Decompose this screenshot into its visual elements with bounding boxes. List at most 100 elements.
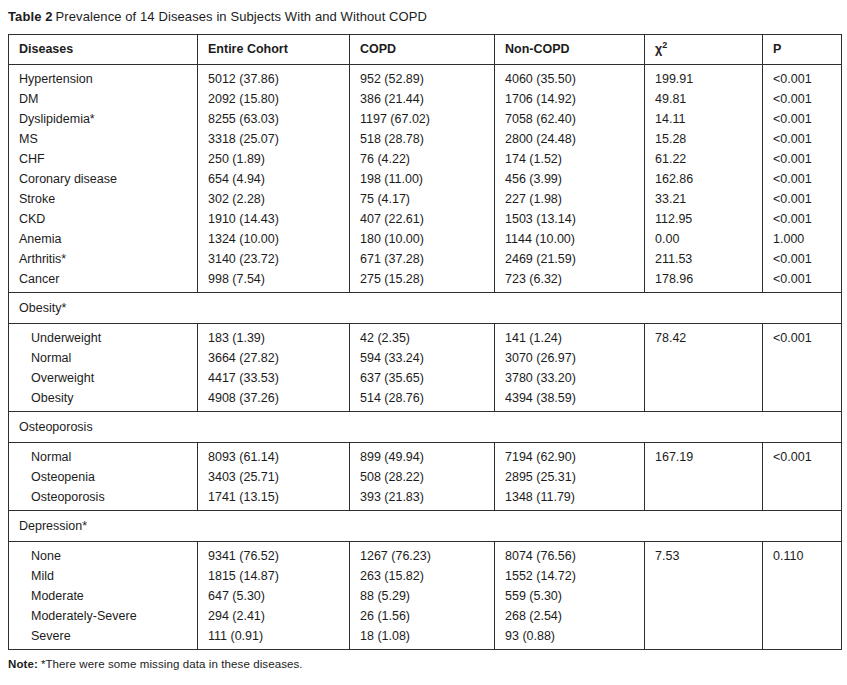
column-header-p: P	[763, 35, 841, 64]
table-cell: 1706 (14.92)	[495, 89, 644, 109]
table-cell: 14.11	[645, 109, 762, 129]
table-cell: 2469 (21.59)	[495, 249, 644, 269]
column-non-copd: 4060 (35.50)1706 (14.92)7058 (62.40)2800…	[495, 65, 645, 292]
table-cell: 112.95	[645, 209, 762, 229]
table-cell	[763, 626, 841, 646]
table-cell: 0.00	[645, 229, 762, 249]
table-cell: 3318 (25.07)	[198, 129, 349, 149]
table-note-label: Note:	[8, 658, 38, 670]
table-cell: 78.42	[645, 328, 762, 348]
table-cell: 42 (2.35)	[350, 328, 494, 348]
table-cell: 1552 (14.72)	[495, 566, 644, 586]
table-cell: 647 (5.30)	[198, 586, 349, 606]
table-cell: 76 (4.22)	[350, 149, 494, 169]
table-cell: 0.110	[763, 546, 841, 566]
column-non-copd: 141 (1.24)3070 (26.97)3780 (33.20)4394 (…	[495, 324, 645, 411]
table-cell: 559 (5.30)	[495, 586, 644, 606]
column-copd: 42 (2.35)594 (33.24)637 (35.65)514 (28.7…	[350, 324, 495, 411]
column-p: 0.110	[763, 542, 841, 649]
column-diseases: UnderweightNormalOverweightObesity	[9, 324, 198, 411]
column-header-superscript-chi-square: 2	[662, 40, 667, 50]
header-column-entire-cohort: Entire Cohort	[198, 35, 350, 64]
table-cell: 302 (2.28)	[198, 189, 349, 209]
column-copd: 1267 (76.23)263 (15.82)88 (5.29)26 (1.56…	[350, 542, 495, 649]
table-section-block: UnderweightNormalOverweightObesity183 (1…	[9, 324, 841, 412]
table-cell: 7058 (62.40)	[495, 109, 644, 129]
column-non-copd: 8074 (76.56)1552 (14.72)559 (5.30)268 (2…	[495, 542, 645, 649]
table-cell: 180 (10.00)	[350, 229, 494, 249]
header-column-copd: COPD	[350, 35, 495, 64]
column-header-label-p: P	[773, 42, 781, 56]
table-cell: 899 (49.94)	[350, 447, 494, 467]
column-diseases: NormalOsteopeniaOsteoporosis	[9, 443, 198, 510]
table-cell: Cancer	[9, 269, 197, 289]
table-cell: 671 (37.28)	[350, 249, 494, 269]
table-cell	[763, 348, 841, 368]
table-cell: 1144 (10.00)	[495, 229, 644, 249]
table-cell: 1267 (76.23)	[350, 546, 494, 566]
table-cell: MS	[9, 129, 197, 149]
table-cell: Hypertension	[9, 69, 197, 89]
table-cell: 514 (28.76)	[350, 388, 494, 408]
table-cell: 8093 (61.14)	[198, 447, 349, 467]
table-note-text: *There were some missing data in these d…	[41, 658, 303, 670]
column-diseases: NoneMildModerateModerately-SevereSevere	[9, 542, 198, 649]
table-cell: 263 (15.82)	[350, 566, 494, 586]
table-cell	[763, 487, 841, 507]
table-cell: 998 (7.54)	[198, 269, 349, 289]
table-cell	[645, 368, 762, 388]
table-cell: <0.001	[763, 189, 841, 209]
table-cell: 227 (1.98)	[495, 189, 644, 209]
section-header-label: Obesity*	[19, 301, 66, 315]
table-cell: 637 (35.65)	[350, 368, 494, 388]
table-cell: 723 (6.32)	[495, 269, 644, 289]
column-chi-square: 167.19	[645, 443, 763, 510]
header-column-p: P	[763, 35, 841, 64]
column-chi-square: 199.9149.8114.1115.2861.22162.8633.21112…	[645, 65, 763, 292]
column-header-label-non-copd: Non-COPD	[505, 42, 570, 56]
table-cell: 4060 (35.50)	[495, 69, 644, 89]
column-entire-cohort: 8093 (61.14)3403 (25.71)1741 (13.15)	[198, 443, 350, 510]
table-cell: Anemia	[9, 229, 197, 249]
table-cell: None	[9, 546, 197, 566]
table-cell: 2092 (15.80)	[198, 89, 349, 109]
table-cell: 178.96	[645, 269, 762, 289]
table-cell: Moderately-Severe	[9, 606, 197, 626]
table-cell: 1324 (10.00)	[198, 229, 349, 249]
table-cell: 5012 (37.86)	[198, 69, 349, 89]
table-section-block: NormalOsteopeniaOsteoporosis8093 (61.14)…	[9, 443, 841, 511]
table-cell: <0.001	[763, 447, 841, 467]
table-cell: 3070 (26.97)	[495, 348, 644, 368]
table-cell: 1741 (13.15)	[198, 487, 349, 507]
table-title-label: Table 2	[8, 9, 53, 24]
table-section-block: HypertensionDMDyslipidemia*MSCHFCoronary…	[9, 65, 841, 293]
header-column-chi-square: χ2	[645, 35, 763, 64]
column-entire-cohort: 183 (1.39)3664 (27.82)4417 (33.53)4908 (…	[198, 324, 350, 411]
column-p: <0.001	[763, 324, 841, 411]
table-cell: Stroke	[9, 189, 197, 209]
table-cell: CHF	[9, 149, 197, 169]
table-cell: 3403 (25.71)	[198, 467, 349, 487]
section-header-label: Osteoporosis	[19, 420, 93, 434]
table-cell: 18 (1.08)	[350, 626, 494, 646]
table-cell: 199.91	[645, 69, 762, 89]
table-cell: 15.28	[645, 129, 762, 149]
table-cell	[645, 606, 762, 626]
column-header-label-copd: COPD	[360, 42, 396, 56]
table-title: Table 2Prevalence of 14 Diseases in Subj…	[8, 9, 840, 25]
table-cell: Moderate	[9, 586, 197, 606]
table-cell: Normal	[9, 348, 197, 368]
table-cell: Obesity	[9, 388, 197, 408]
column-header-label-entire-cohort: Entire Cohort	[208, 42, 288, 56]
table-cell: 93 (0.88)	[495, 626, 644, 646]
table-cell: Normal	[9, 447, 197, 467]
table-cell: 4394 (38.59)	[495, 388, 644, 408]
table-cell: 250 (1.89)	[198, 149, 349, 169]
table-cell: 7194 (62.90)	[495, 447, 644, 467]
table-cell	[763, 586, 841, 606]
table-cell: <0.001	[763, 169, 841, 189]
table-cell: Osteopenia	[9, 467, 197, 487]
table-cell: 7.53	[645, 546, 762, 566]
table-cell	[763, 388, 841, 408]
table-note: Note:*There were some missing data in th…	[8, 657, 840, 671]
